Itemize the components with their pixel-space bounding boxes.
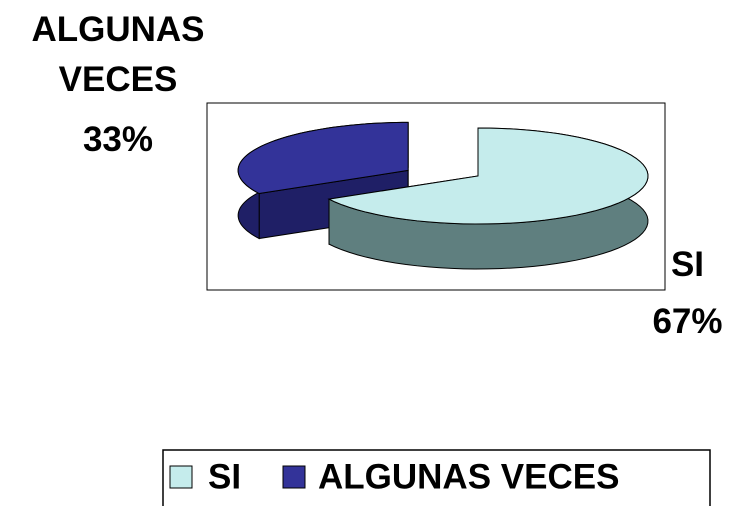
category-label: ALGUNAS VECES [31, 10, 205, 99]
plot-area [206, 102, 666, 291]
legend-swatch [282, 465, 306, 489]
slice-top [327, 127, 649, 225]
legend-box [162, 449, 711, 506]
slice-top [237, 121, 409, 195]
legend-label: ALGUNAS VECES [318, 457, 619, 496]
category-label: SI [670, 245, 705, 284]
pie-slice [327, 127, 649, 270]
legend-swatch [169, 465, 193, 489]
value-label: 67% [652, 302, 723, 341]
legend-label: SI [208, 457, 241, 496]
value-label: 33% [82, 120, 154, 159]
